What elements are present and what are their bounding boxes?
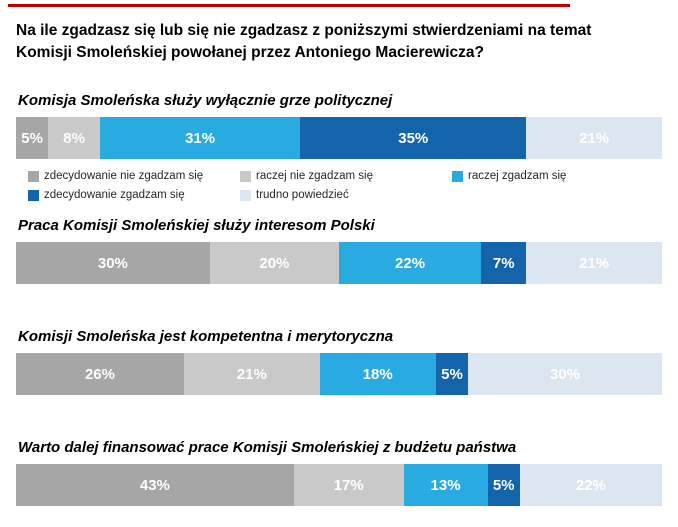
- legend-swatch-icon: [240, 170, 251, 182]
- bar-segment: 26%: [16, 353, 184, 395]
- legend-item: zdecydowanie zgadzam się: [28, 189, 240, 201]
- bar-segment: 13%: [403, 464, 488, 506]
- bar-segment: 21%: [183, 353, 320, 395]
- accent-line: [8, 4, 570, 7]
- legend-swatch-icon: [240, 189, 251, 201]
- bar-segment: 30%: [16, 242, 210, 284]
- bar-segment: 20%: [209, 242, 339, 284]
- statement-block: Komisji Smoleńska jest kompetentna i mer…: [16, 328, 662, 395]
- page-title: Na ile zgadzasz się lub się nie zgadzasz…: [16, 22, 592, 61]
- bar-segment: 8%: [48, 117, 100, 159]
- bar-segment: 21%: [526, 117, 662, 159]
- bar-segment: 5%: [435, 353, 469, 395]
- legend-label: zdecydowanie nie zgadzam się: [44, 170, 204, 182]
- legend-item: trudno powiedzieć: [240, 189, 452, 201]
- bar-segment: 35%: [300, 117, 527, 159]
- bar-segment: 30%: [468, 353, 662, 395]
- legend-item: raczej zgadzam się: [452, 170, 662, 182]
- bar-segment: 7%: [481, 242, 527, 284]
- legend-label: raczej zgadzam się: [468, 170, 567, 182]
- stacked-bar: 5% 8% 31% 35% 21%: [16, 117, 662, 159]
- bar-segment: 22%: [519, 464, 662, 506]
- stacked-bar: 43% 17% 13% 5% 22%: [16, 464, 662, 506]
- statement-title: Komisja Smoleńska służy wyłącznie grze p…: [18, 92, 393, 109]
- bar-segment: 5%: [487, 464, 520, 506]
- stacked-bar: 26% 21% 18% 5% 30%: [16, 353, 662, 395]
- legend-label: trudno powiedzieć: [256, 189, 349, 201]
- stacked-bar: 30% 20% 22% 7% 21%: [16, 242, 662, 284]
- statement-title: Komisji Smoleńska jest kompetentna i mer…: [18, 328, 394, 345]
- bar-segment: 43%: [16, 464, 294, 506]
- legend: zdecydowanie nie zgadzam się raczej nie z…: [16, 170, 662, 201]
- bar-segment: 18%: [319, 353, 436, 395]
- charts-container: Komisja Smoleńska służy wyłącznie grze p…: [16, 92, 662, 506]
- bar-segment: 5%: [16, 117, 49, 159]
- legend-item: zdecydowanie nie zgadzam się: [28, 170, 240, 182]
- bar-segment: 31%: [99, 117, 301, 159]
- legend-label: zdecydowanie zgadzam się: [44, 189, 185, 201]
- bar-segment: 17%: [293, 464, 404, 506]
- legend-swatch-icon: [28, 170, 39, 182]
- legend-label: raczej nie zgadzam się: [256, 170, 373, 182]
- legend-item: raczej nie zgadzam się: [240, 170, 452, 182]
- statement-title: Praca Komisji Smoleńskiej służy intereso…: [18, 217, 375, 234]
- legend-swatch-icon: [452, 170, 463, 182]
- statement-block: Warto dalej finansować prace Komisji Smo…: [16, 439, 662, 506]
- bar-segment: 21%: [526, 242, 662, 284]
- legend-swatch-icon: [28, 189, 39, 201]
- statement-block: Praca Komisji Smoleńskiej służy intereso…: [16, 217, 662, 284]
- bar-segment: 22%: [338, 242, 482, 284]
- statement-title: Warto dalej finansować prace Komisji Smo…: [18, 439, 517, 456]
- statement-block: Komisja Smoleńska służy wyłącznie grze p…: [16, 92, 662, 159]
